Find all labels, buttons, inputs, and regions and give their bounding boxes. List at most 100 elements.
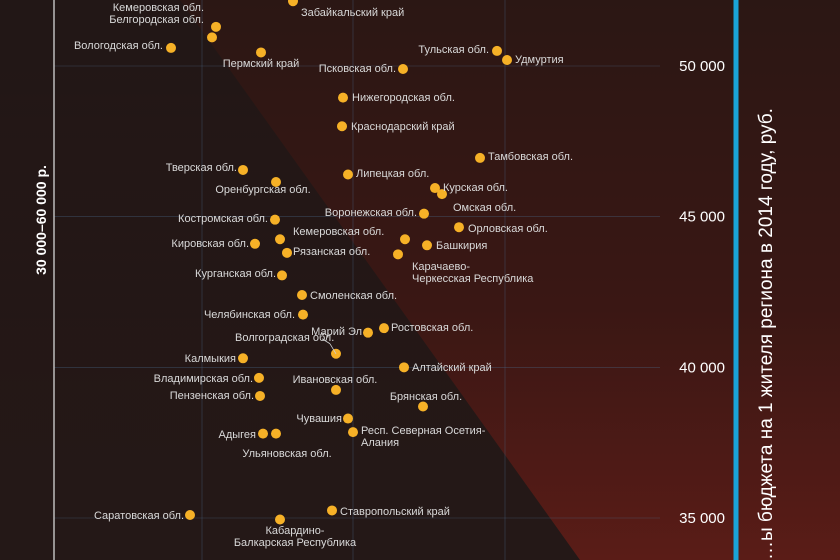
data-point-label: Псковская обл. [319, 63, 396, 75]
data-point [363, 327, 373, 338]
data-point [338, 92, 348, 103]
data-point [348, 427, 358, 438]
data-point [275, 234, 285, 245]
data-point [256, 47, 266, 58]
y-axis-ticks: 50 000 45 000 40 000 35 000 [679, 58, 725, 527]
data-point-label: Адыгея [218, 429, 256, 441]
data-point-label: Владимирская обл. [154, 373, 253, 385]
data-point-label: Кемеровская обл. [113, 2, 204, 14]
data-point-label: Карачаево-Черкесская Республика [412, 261, 534, 285]
y-tick-label: 35 000 [679, 510, 725, 527]
data-point [502, 54, 512, 65]
data-point-label: Нижегородская обл. [352, 92, 455, 104]
data-point-label: Респ. Северная Осетия-Алания [361, 425, 486, 449]
data-point-label: Чувашия [296, 413, 342, 425]
data-point-label: Челябинская обл. [204, 309, 295, 321]
data-point [437, 189, 447, 200]
data-point-label: Саратовская обл. [94, 510, 184, 522]
data-point-label: Рязанская обл. [293, 246, 370, 258]
data-point-label: Костромская обл. [178, 213, 268, 225]
data-point-label: Калмыкия [185, 353, 236, 365]
data-point-label: Оренбургская обл. [215, 184, 310, 196]
data-point-label: Липецкая обл. [356, 168, 429, 180]
data-point [400, 234, 410, 245]
band-axis: 30 000–60 000 р. [33, 0, 55, 560]
data-point [258, 428, 268, 439]
data-point [207, 32, 217, 43]
data-point [343, 169, 353, 180]
data-point-label: Кировская обл. [171, 238, 249, 250]
data-point-label: Орловская обл. [468, 223, 548, 235]
data-point-label: Ивановская обл. [293, 374, 378, 386]
diagonal-shade [0, 0, 580, 560]
label-line: Кабардино- [266, 525, 325, 537]
data-point [271, 177, 281, 188]
data-point-label: Ставропольский край [340, 506, 450, 518]
data-point [282, 247, 292, 258]
data-point [430, 183, 440, 194]
data-point-label: Курганская обл. [195, 268, 276, 280]
data-points [166, 0, 512, 525]
data-point-label: Курская обл. [443, 182, 508, 194]
label-line: Респ. Северная Осетия- [361, 425, 486, 437]
data-point [297, 290, 307, 301]
data-point-label: Тульская обл. [418, 44, 489, 56]
data-point-label: Марий Эл [311, 326, 362, 338]
y-tick-label: 45 000 [679, 209, 725, 226]
data-point-label: Башкирия [436, 240, 487, 252]
data-point [238, 164, 248, 175]
data-point-label: Удмуртия [515, 54, 564, 66]
data-point [379, 323, 389, 334]
y-axis-title: …ы бюджета на 1 жителя региона в 2014 го… [756, 108, 777, 560]
leader-line [329, 343, 337, 354]
data-point-label: Кабардино-Балкарская Республика [234, 525, 357, 549]
data-point-label: Воронежская обл. [325, 207, 417, 219]
data-point-label: Смоленская обл. [310, 290, 397, 302]
data-point [288, 0, 298, 7]
data-point-label: Пермский край [223, 58, 300, 70]
leader-line [321, 338, 331, 345]
data-point [238, 353, 248, 364]
data-point [211, 21, 221, 32]
data-point [275, 514, 285, 525]
data-point-label: Белгородская обл. [109, 14, 204, 26]
band-label: 30 000–60 000 р. [33, 165, 49, 275]
data-point [398, 64, 408, 75]
data-point-label: Пензенская обл. [170, 390, 254, 402]
data-point [185, 509, 195, 520]
data-point [454, 222, 464, 233]
label-line: Алания [361, 437, 399, 449]
data-point [277, 270, 287, 281]
label-line: Черкесская Республика [412, 273, 534, 285]
y-tick-label: 50 000 [679, 58, 725, 75]
label-line: Балкарская Республика [234, 537, 357, 549]
data-point [255, 390, 265, 401]
data-point-label: Тамбовская обл. [488, 151, 573, 163]
data-point [271, 428, 281, 439]
data-point [422, 240, 432, 251]
label-line: Карачаево- [412, 261, 470, 273]
data-point [475, 152, 485, 163]
y-tick-label: 40 000 [679, 359, 725, 376]
point-labels: Кемеровская обл.Белгородская обл. Забайка… [74, 2, 573, 549]
data-point [418, 401, 428, 412]
data-point [331, 384, 341, 395]
data-point [270, 214, 280, 225]
data-point [492, 45, 502, 56]
y-axis: …ы бюджета на 1 жителя региона в 2014 го… [733, 0, 777, 560]
data-point-label: Вологодская обл. [74, 40, 163, 52]
data-point [298, 309, 308, 320]
data-point-label: Брянская обл. [390, 391, 462, 403]
data-point-label: Алтайский край [412, 362, 492, 374]
data-point-label: Ростовская обл. [391, 322, 473, 334]
data-point [327, 505, 337, 516]
data-point-label: Краснодарский край [351, 121, 455, 133]
data-point [166, 42, 176, 53]
data-point-label: Омская обл. [453, 202, 516, 214]
data-point [399, 362, 409, 373]
data-point-label: Забайкальский край [301, 7, 404, 19]
data-point-label: Волгоградская обл. [235, 332, 334, 344]
data-point [250, 238, 260, 249]
data-point [254, 372, 264, 383]
